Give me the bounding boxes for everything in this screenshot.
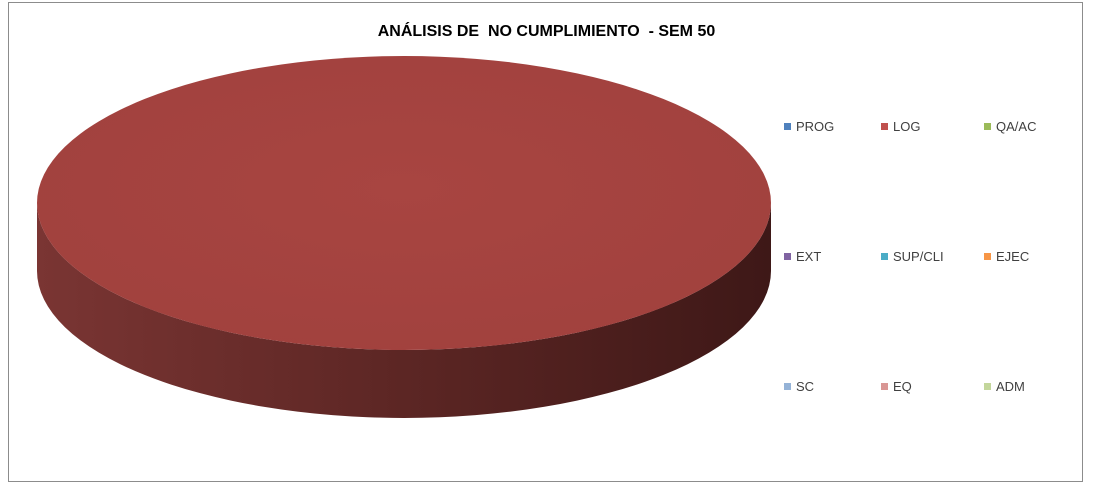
pie-slice-log (37, 56, 771, 418)
chart-area: ANÁLISIS DE NO CUMPLIMIENTO - SEM 50 PRO… (8, 2, 1083, 482)
pie-chart (37, 56, 771, 418)
pie-slice-log-side (37, 203, 771, 418)
pie-slice-log-top (37, 56, 771, 350)
chart-title: ANÁLISIS DE NO CUMPLIMIENTO - SEM 50 (377, 23, 716, 40)
